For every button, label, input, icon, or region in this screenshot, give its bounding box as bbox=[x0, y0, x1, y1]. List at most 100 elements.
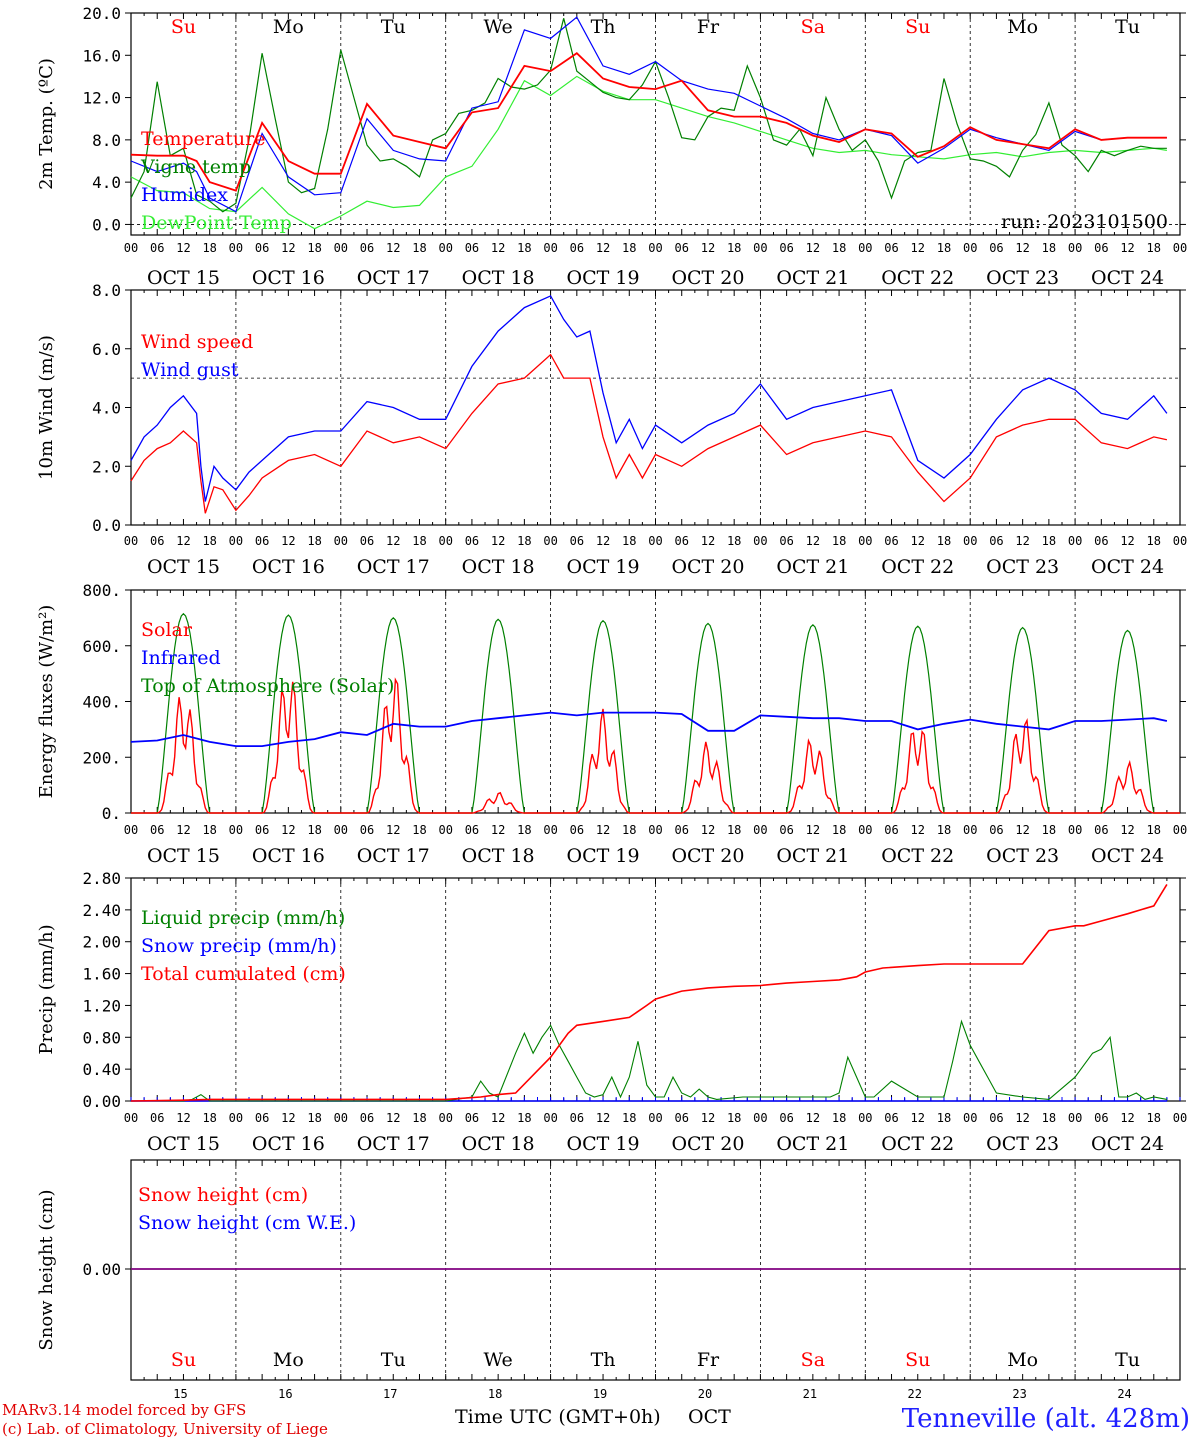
hour-tick-label: 12 bbox=[281, 823, 295, 837]
day-number-label: 18 bbox=[488, 1387, 502, 1401]
hour-tick-label: 00 bbox=[543, 1111, 557, 1125]
month-label: OCT bbox=[688, 1406, 731, 1428]
hour-tick-label: 00 bbox=[1173, 241, 1187, 255]
weekday-label-bottom: Th bbox=[591, 1349, 616, 1371]
hour-tick-label: 18 bbox=[1042, 534, 1056, 548]
hour-tick-label: 18 bbox=[412, 823, 426, 837]
hour-tick-label: 00 bbox=[438, 241, 452, 255]
legend-entry: Top of Atmosphere (Solar) bbox=[141, 675, 394, 697]
station-label: Tenneville (alt. 428m) bbox=[902, 1404, 1190, 1434]
date-label: OCT 21 bbox=[776, 556, 849, 578]
legend-entry: Temperature bbox=[141, 128, 265, 150]
hour-tick-label: 18 bbox=[307, 241, 321, 255]
date-label: OCT 21 bbox=[776, 1133, 849, 1155]
y-axis-label: 2m Temp. (ºC) bbox=[36, 58, 57, 190]
weekday-label-top: Fr bbox=[697, 16, 720, 38]
hour-tick-label: 12 bbox=[911, 534, 925, 548]
series-infrared bbox=[130, 711, 1168, 747]
hour-tick-label: 06 bbox=[1094, 1111, 1108, 1125]
hour-tick-label: 12 bbox=[176, 823, 190, 837]
date-label: OCT 17 bbox=[357, 845, 430, 867]
date-label: OCT 16 bbox=[252, 845, 325, 867]
date-label: OCT 18 bbox=[462, 556, 535, 578]
hour-tick-label: 06 bbox=[674, 534, 688, 548]
hour-tick-label: 18 bbox=[202, 1111, 216, 1125]
hour-tick-label: 18 bbox=[307, 534, 321, 548]
hour-tick-label: 12 bbox=[1015, 823, 1029, 837]
y-tick-label: 0.0 bbox=[92, 516, 121, 535]
hour-tick-label: 00 bbox=[1173, 1111, 1187, 1125]
hour-tick-label: 00 bbox=[753, 534, 767, 548]
hour-tick-label: 06 bbox=[884, 1111, 898, 1125]
y-tick-label: 8.0 bbox=[92, 131, 121, 150]
hour-tick-label: 06 bbox=[1094, 823, 1108, 837]
hour-tick-label: 18 bbox=[832, 241, 846, 255]
series-wind-gust bbox=[130, 295, 1168, 502]
hour-tick-label: 06 bbox=[360, 241, 374, 255]
series-humidex bbox=[130, 16, 1167, 213]
hour-tick-label: 12 bbox=[491, 1111, 505, 1125]
day-number-label: 16 bbox=[278, 1387, 292, 1401]
hour-tick-label: 12 bbox=[176, 534, 190, 548]
hour-tick-label: 00 bbox=[334, 534, 348, 548]
hour-tick-label: 00 bbox=[438, 534, 452, 548]
date-label: OCT 21 bbox=[776, 845, 849, 867]
day-number-label: 17 bbox=[383, 1387, 397, 1401]
y-tick-label: 2.80 bbox=[82, 869, 121, 888]
weekday-label-bottom: Fr bbox=[697, 1349, 720, 1371]
run-label: run: 2023101500 bbox=[1001, 211, 1168, 233]
lab-credit: (c) Lab. of Climatology, University of L… bbox=[2, 1420, 328, 1438]
series-dewpoint-temp bbox=[130, 75, 1167, 230]
hour-tick-label: 12 bbox=[911, 1111, 925, 1125]
weekday-label-top: Mo bbox=[1007, 16, 1038, 38]
hour-tick-label: 18 bbox=[832, 534, 846, 548]
y-tick-label: 4.0 bbox=[92, 399, 121, 418]
hour-tick-label: 00 bbox=[963, 534, 977, 548]
weekday-label-top: Su bbox=[171, 16, 196, 38]
hour-tick-label: 06 bbox=[465, 241, 479, 255]
y-tick-label: 200. bbox=[82, 748, 121, 767]
y-axis-label: Energy fluxes (W/m²) bbox=[36, 605, 57, 799]
model-credit: MARv3.14 model forced by GFS bbox=[2, 1401, 246, 1419]
y-tick-label: 20.0 bbox=[82, 4, 121, 23]
y-axis-label: 10m Wind (m/s) bbox=[36, 335, 57, 480]
hour-tick-label: 18 bbox=[517, 534, 531, 548]
hour-tick-label: 06 bbox=[360, 1111, 374, 1125]
weekday-label-top: Sa bbox=[801, 16, 825, 38]
weekday-label-top: Tu bbox=[381, 16, 406, 38]
date-label: OCT 17 bbox=[357, 556, 430, 578]
y-tick-label: 400. bbox=[82, 693, 121, 712]
hour-tick-label: 12 bbox=[806, 1111, 820, 1125]
date-label: OCT 23 bbox=[986, 267, 1059, 289]
hour-tick-label: 06 bbox=[779, 1111, 793, 1125]
hour-tick-label: 12 bbox=[281, 1111, 295, 1125]
day-number-label: 24 bbox=[1117, 1387, 1131, 1401]
hour-tick-label: 00 bbox=[124, 823, 138, 837]
hour-tick-label: 18 bbox=[202, 823, 216, 837]
hour-tick-label: 00 bbox=[1068, 1111, 1082, 1125]
hour-tick-label: 00 bbox=[229, 534, 243, 548]
hour-tick-label: 06 bbox=[255, 534, 269, 548]
legend-entry: Snow height (cm W.E.) bbox=[138, 1212, 356, 1234]
hour-tick-label: 06 bbox=[674, 241, 688, 255]
date-label: OCT 23 bbox=[986, 556, 1059, 578]
hour-tick-label: 18 bbox=[307, 823, 321, 837]
hour-tick-label: 12 bbox=[1015, 534, 1029, 548]
day-number-label: 15 bbox=[173, 1387, 187, 1401]
y-tick-label: 2.0 bbox=[92, 457, 121, 476]
hour-tick-label: 18 bbox=[937, 1111, 951, 1125]
legend-entry: Liquid precip (mm/h) bbox=[141, 907, 345, 929]
y-tick-label: 0.0 bbox=[92, 215, 121, 234]
hour-tick-label: 12 bbox=[806, 241, 820, 255]
hour-tick-label: 12 bbox=[806, 823, 820, 837]
hour-tick-label: 12 bbox=[596, 823, 610, 837]
hour-tick-label: 00 bbox=[1068, 534, 1082, 548]
date-label: OCT 21 bbox=[776, 267, 849, 289]
hour-tick-label: 06 bbox=[1094, 241, 1108, 255]
hour-tick-label: 06 bbox=[570, 1111, 584, 1125]
hour-tick-label: 18 bbox=[622, 1111, 636, 1125]
hour-tick-label: 18 bbox=[622, 534, 636, 548]
hour-tick-label: 18 bbox=[202, 241, 216, 255]
weekday-label-bottom: Mo bbox=[1007, 1349, 1038, 1371]
hour-tick-label: 12 bbox=[281, 534, 295, 548]
